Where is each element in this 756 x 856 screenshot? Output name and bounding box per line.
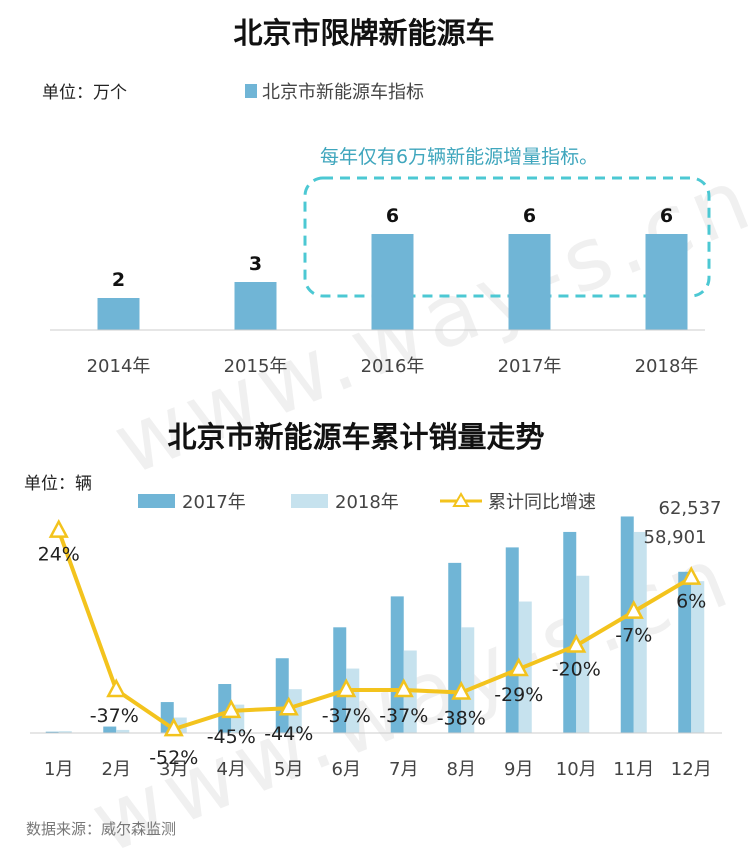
chart-2-growth-marker-10 — [623, 599, 644, 619]
chart-1-bar-2 — [371, 234, 414, 330]
chart-2-x-tick-4: 5月 — [274, 759, 303, 780]
chart-2-bar-2017-5 — [333, 627, 347, 733]
chart-2-bar-2017-6 — [390, 596, 404, 733]
chart-1-legend-label: 北京市新能源车指标 — [262, 82, 424, 103]
chart-2-x-tick-1: 2月 — [102, 759, 131, 780]
chart-2-value-label-2018-dec: 58,901 — [644, 527, 707, 548]
chart-1-data-label-1: 3 — [249, 253, 262, 275]
chart-2-growth-marker-8 — [508, 657, 529, 677]
chart-2-growth-label-4: -44% — [264, 723, 313, 745]
chart-2-x-tick-7: 8月 — [447, 759, 476, 780]
chart-2-growth-label-0: 24% — [38, 544, 80, 566]
chart-2-title: 北京市新能源车累计销量走势 — [167, 420, 544, 454]
chart-2-legend-label-2017: 2017年 — [182, 492, 246, 513]
chart-1-x-tick-0: 2014年 — [87, 356, 151, 377]
chart-2-unit: 单位：辆 — [24, 474, 92, 494]
chart-2-x-tick-8: 9月 — [504, 759, 533, 780]
chart-2-growth-marker-7 — [451, 680, 472, 700]
chart-2-x-tick-3: 4月 — [217, 759, 246, 780]
source-note: 数据来源：威尔森监测 — [26, 820, 176, 838]
chart-2-growth-line — [48, 519, 702, 737]
chart-2-growth-label-9: -20% — [552, 659, 601, 681]
chart-2-growth-marker-0 — [48, 519, 69, 538]
chart-2-x-tick-2: 3月 — [159, 759, 188, 780]
chart-2-growth-marker-4 — [278, 696, 299, 716]
chart-2-growth-label-1: -37% — [90, 705, 139, 727]
chart-1-data-label-4: 6 — [660, 205, 673, 227]
chart-2-x-tick-0: 1月 — [44, 759, 73, 780]
chart-2-growth-marker-9 — [566, 633, 587, 653]
chart-1: 北京市限牌新能源车 单位：万个 北京市新能源车指标 每年仅有6万辆新能源增量指标… — [42, 16, 711, 377]
chart-2-bar-2017-3 — [218, 684, 232, 733]
chart-2-growth-label-7: -38% — [437, 708, 486, 730]
chart-2-bar-2018-0 — [58, 731, 72, 733]
chart-1-annotation: 每年仅有6万辆新能源增量指标。 — [320, 146, 598, 168]
chart-2-growth-label-2: -52% — [149, 747, 198, 769]
chart-2-x-tick-5: 6月 — [332, 759, 361, 780]
chart-1-x-tick-2: 2016年 — [361, 356, 425, 377]
chart-1-bar-1 — [234, 282, 277, 330]
chart-2-growth-label-8: -29% — [494, 684, 543, 706]
chart-2-legend-label-2018: 2018年 — [335, 492, 399, 513]
chart-1-x-tick-3: 2017年 — [498, 356, 562, 377]
chart-2-growth-label-6: -37% — [379, 705, 428, 727]
chart-2-bar-2017-8 — [505, 547, 519, 733]
chart-2-legend-label-growth: 累计同比增速 — [488, 492, 596, 513]
chart-2-bar-2018-11 — [691, 581, 705, 733]
chart-1-bar-3 — [508, 234, 551, 330]
chart-1-title: 北京市限牌新能源车 — [233, 16, 494, 50]
chart-2-legend-triangle-marker — [452, 492, 470, 507]
chart-2-value-label-2017-dec: 62,537 — [659, 498, 722, 519]
chart-2-bar-2018-7 — [461, 627, 475, 733]
chart-2-x-tick-6: 7月 — [389, 759, 418, 780]
chart-2-growth-label-3: -45% — [207, 726, 256, 748]
chart-1-x-tick-1: 2015年 — [224, 356, 288, 377]
chart-2-x-tick-10: 11月 — [613, 759, 654, 780]
chart-1-unit: 单位：万个 — [42, 83, 127, 103]
chart-2: 北京市新能源车累计销量走势 单位：辆 2017年 2018年 累计同比增速 1月… — [24, 420, 722, 780]
chart-2-bar-2018-10 — [633, 531, 647, 733]
chart-2-bar-2017-4 — [275, 658, 289, 733]
chart-2-growth-marker-6 — [393, 678, 414, 698]
chart-1-bar-4 — [645, 234, 688, 330]
chart-1-bars — [97, 234, 688, 330]
chart-2-bar-2018-9 — [576, 575, 590, 733]
chart-2-growth-label-5: -37% — [322, 705, 371, 727]
chart-1-data-label-2: 6 — [386, 205, 399, 227]
chart-2-growth-marker-3 — [221, 699, 242, 719]
chart-2-bar-2017-9 — [563, 531, 577, 733]
chart-2-legend-swatch-2017 — [138, 494, 175, 508]
chart-1-highlight-box — [303, 176, 711, 298]
chart-1-labels: 2 2014年 3 2015年 6 2016年 6 2017年 6 2018年 — [87, 205, 699, 377]
chart-1-x-tick-4: 2018年 — [635, 356, 699, 377]
chart-2-growth-marker-5 — [336, 678, 357, 698]
chart-2-growth-marker-1 — [106, 678, 127, 698]
chart-2-bar-2017-0 — [45, 731, 59, 733]
chart-2-growth-marker-2 — [163, 717, 184, 737]
chart-2-growth-label-11: 6% — [676, 591, 706, 613]
chart-1-legend-swatch — [245, 84, 257, 98]
chart-2-bar-2017-1 — [103, 726, 117, 733]
chart-1-data-label-0: 2 — [112, 269, 125, 291]
chart-2-bar-2017-11 — [678, 571, 692, 733]
chart-2-growth-marker-11 — [681, 566, 702, 585]
chart-2-growth-polyline — [56, 529, 693, 732]
chart-2-bar-2017-10 — [620, 516, 634, 733]
chart-2-labels: 1月 2月 3月 4月 5月 6月 7月 8月 9月 10月 11月 12月 24% -37% -52% -4… — [38, 544, 712, 780]
chart-2-x-tick-11: 12月 — [671, 759, 712, 780]
chart-1-data-label-3: 6 — [523, 205, 536, 227]
chart-2-growth-label-10: -7% — [615, 625, 652, 647]
chart-2-bar-2018-1 — [116, 729, 130, 733]
chart-2-x-tick-9: 10月 — [556, 759, 597, 780]
chart-2-legend-swatch-2018 — [291, 494, 328, 508]
chart-1-bar-0 — [97, 298, 140, 330]
